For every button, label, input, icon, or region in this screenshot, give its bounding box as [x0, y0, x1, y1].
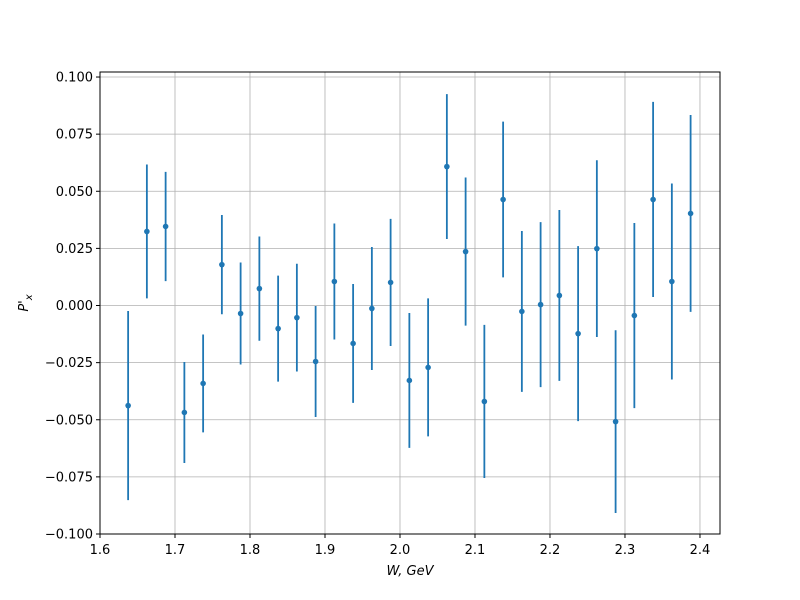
x-tick-label: 2.2 — [540, 543, 561, 558]
data-point — [669, 278, 675, 285]
data-point — [350, 340, 356, 347]
data-point — [369, 305, 375, 312]
data-point — [519, 308, 525, 315]
data-point — [312, 358, 319, 365]
y-axis-label-main: P' — [17, 300, 32, 311]
y-tick-label: −0.025 — [45, 356, 93, 371]
data-point — [687, 210, 694, 217]
y-tick-label: −0.050 — [45, 413, 93, 428]
data-point — [444, 163, 450, 170]
data-point — [537, 301, 544, 308]
data-point — [162, 223, 169, 230]
y-tick-label: 0.050 — [56, 185, 93, 200]
y-axis-label: P'x — [17, 294, 35, 311]
data-point — [425, 364, 431, 371]
x-tick-label: 1.6 — [90, 543, 111, 558]
data-point — [256, 285, 263, 292]
data-point — [181, 409, 188, 416]
data-point — [462, 248, 469, 255]
data-point — [331, 278, 338, 285]
data-point — [144, 228, 150, 235]
y-tick-label: −0.100 — [45, 528, 93, 543]
data-point — [594, 245, 600, 252]
data-point — [387, 279, 394, 286]
y-axis-label-sub: x — [24, 294, 35, 301]
data-point — [200, 380, 206, 387]
data-point — [556, 292, 563, 299]
y-tick-label: 0.000 — [56, 299, 93, 314]
x-tick-label: 1.8 — [240, 543, 261, 558]
data-point — [575, 330, 581, 337]
plot-frame — [99, 71, 721, 535]
x-tick-label: 1.7 — [165, 543, 186, 558]
x-tick-label: 2.3 — [615, 543, 636, 558]
x-tick-label: 1.9 — [315, 543, 336, 558]
x-tick-label: 2.4 — [690, 543, 711, 558]
y-tick-label: −0.075 — [45, 470, 93, 485]
x-axis-label: W, GeV — [386, 564, 434, 579]
data-point — [275, 325, 281, 332]
y-tick-label: 0.025 — [56, 242, 93, 257]
data-point — [219, 261, 225, 268]
y-tick-label: 0.100 — [56, 71, 93, 86]
data-point — [612, 418, 619, 425]
x-tick-label: 2.1 — [465, 543, 486, 558]
x-tick-label: 2.0 — [390, 543, 411, 558]
data-point — [500, 196, 506, 203]
data-point — [481, 398, 488, 405]
data-point — [650, 196, 656, 203]
data-point — [406, 377, 413, 384]
y-tick-label: 0.075 — [56, 128, 93, 143]
data-point — [631, 312, 638, 319]
data-point — [294, 314, 300, 321]
data-point — [237, 310, 244, 317]
data-point — [125, 402, 131, 409]
